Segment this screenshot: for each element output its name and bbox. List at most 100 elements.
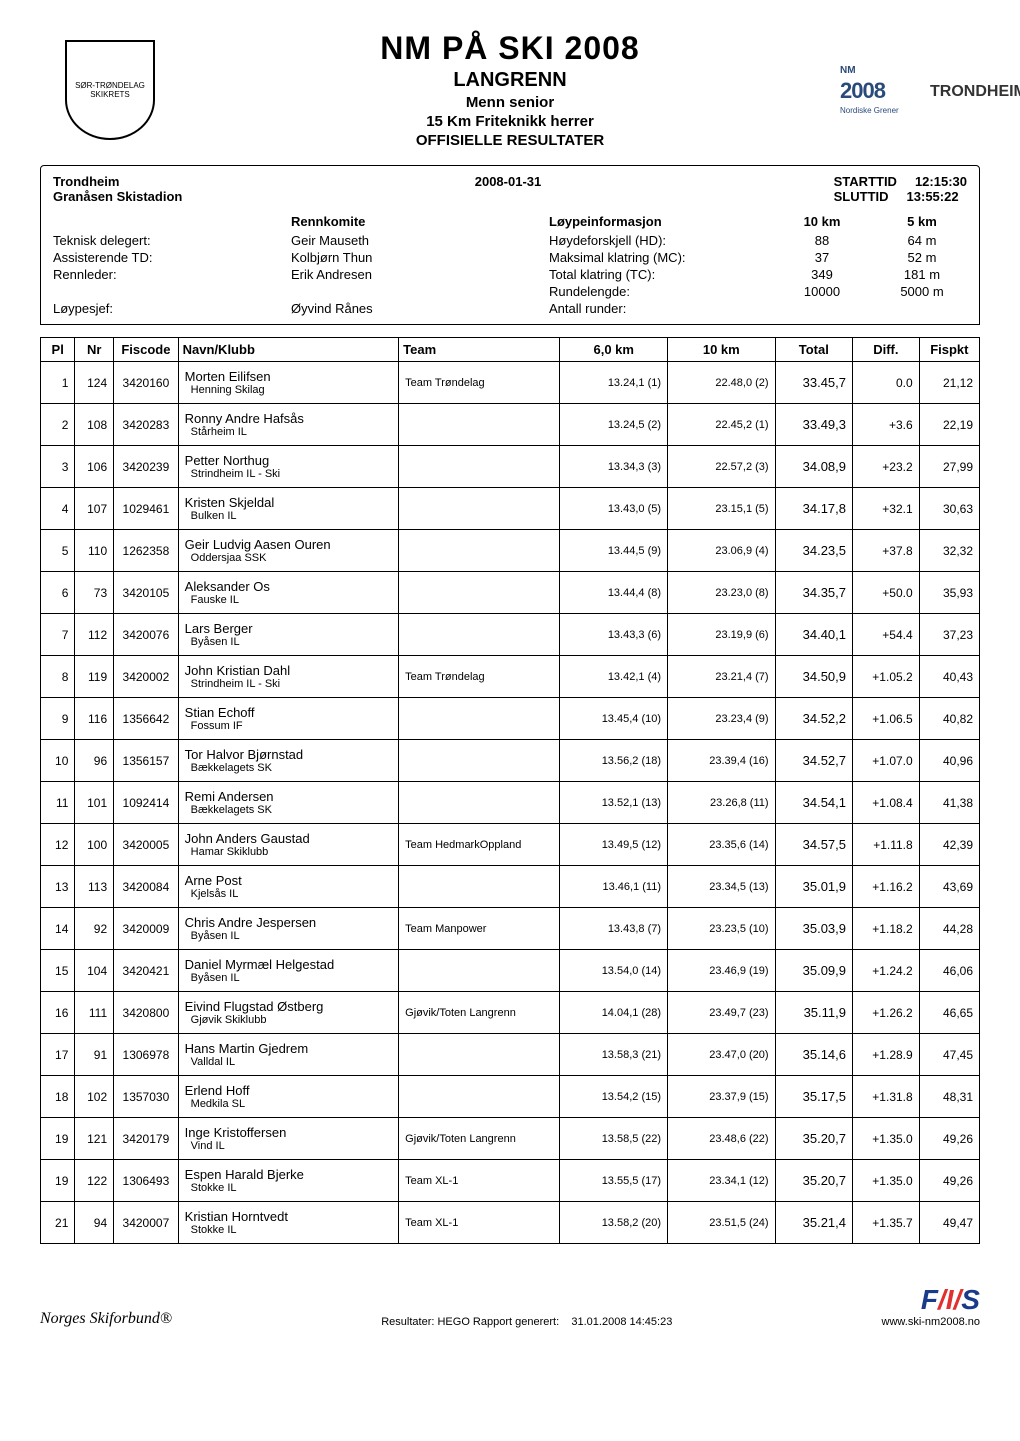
- cell-fispkt: 32,32: [919, 530, 979, 572]
- athlete-name: Eivind Flugstad Østberg: [185, 999, 392, 1014]
- cell-pl: 4: [41, 488, 75, 530]
- cell-diff: +1.11.8: [853, 824, 920, 866]
- cell-total: 35.14,6: [775, 1034, 852, 1076]
- cell-total: 34.35,7: [775, 572, 852, 614]
- athlete-name: Remi Andersen: [185, 789, 392, 804]
- cell-split: 13.58,3 (21): [560, 1034, 668, 1076]
- cell-fispkt: 49,26: [919, 1118, 979, 1160]
- cell-name: Geir Ludvig Aasen OurenOddersjaa SSK: [178, 530, 398, 572]
- cell-fispkt: 21,12: [919, 362, 979, 404]
- venue: Trondheim Granåsen Skistadion: [53, 174, 182, 204]
- cell-split: 23.46,9 (19): [668, 950, 776, 992]
- cell-split: 23.37,9 (15): [668, 1076, 776, 1118]
- athlete-name: Aleksander Os: [185, 579, 392, 594]
- info-top: Trondheim Granåsen Skistadion 2008-01-31…: [53, 174, 967, 204]
- venue-stadium: Granåsen Skistadion: [53, 189, 182, 204]
- venue-city: Trondheim: [53, 174, 182, 189]
- table-row: 21943420007Kristian HorntvedtStokke ILTe…: [41, 1202, 980, 1244]
- cell-nr: 106: [75, 446, 114, 488]
- cell-split: 13.43,0 (5): [560, 488, 668, 530]
- cell-fis: 3420283: [114, 404, 179, 446]
- cell-split: 13.24,5 (2): [560, 404, 668, 446]
- cell-split: 23.23,0 (8): [668, 572, 776, 614]
- table-row: 41071029461Kristen SkjeldalBulken IL13.4…: [41, 488, 980, 530]
- cell-nr: 108: [75, 404, 114, 446]
- cell-fispkt: 30,63: [919, 488, 979, 530]
- course-10km: 88: [767, 233, 877, 248]
- page-subtitle-3: 15 Km Friteknikk herrer: [180, 113, 840, 130]
- table-row: 21083420283Ronny Andre HafsåsStårheim IL…: [41, 404, 980, 446]
- athlete-name: Hans Martin Gjedrem: [185, 1041, 392, 1056]
- cell-diff: +1.18.2: [853, 908, 920, 950]
- club-name: Oddersjaa SSK: [185, 552, 392, 564]
- cell-fispkt: 46,65: [919, 992, 979, 1034]
- cell-team: Gjøvik/Toten Langrenn: [399, 992, 560, 1034]
- cell-split: 23.15,1 (5): [668, 488, 776, 530]
- start-label: STARTTID: [834, 174, 897, 189]
- results-table: Pl Nr Fiscode Navn/Klubb Team 6,0 km 10 …: [40, 337, 980, 1244]
- table-row: 6733420105Aleksander OsFauske IL13.44,4 …: [41, 572, 980, 614]
- athlete-name: John Anders Gaustad: [185, 831, 392, 846]
- cell-fis: 1306978: [114, 1034, 179, 1076]
- cell-team: Team XL-1: [399, 1202, 560, 1244]
- cell-split: 23.34,1 (12): [668, 1160, 776, 1202]
- cell-split: 22.45,2 (1): [668, 404, 776, 446]
- col-10km-label: 10 km: [767, 214, 877, 229]
- cell-diff: +37.8: [853, 530, 920, 572]
- club-name: Byåsen IL: [185, 636, 392, 648]
- cell-fispkt: 37,23: [919, 614, 979, 656]
- course-10km: 10000: [767, 284, 877, 299]
- course-10km: [767, 301, 877, 316]
- club-name: Byåsen IL: [185, 972, 392, 984]
- cell-team: [399, 446, 560, 488]
- cell-name: Chris Andre JespersenByåsen IL: [178, 908, 398, 950]
- cell-fis: 3420009: [114, 908, 179, 950]
- course-5km: 181 m: [877, 267, 967, 282]
- cell-team: [399, 1034, 560, 1076]
- cell-team: [399, 572, 560, 614]
- page-subtitle-1: LANGRENN: [180, 69, 840, 92]
- cell-name: Eivind Flugstad ØstbergGjøvik Skiklubb: [178, 992, 398, 1034]
- athlete-name: Stian Echoff: [185, 705, 392, 720]
- cell-split: 23.51,5 (24): [668, 1202, 776, 1244]
- cell-split: 13.45,4 (10): [560, 698, 668, 740]
- cell-fispkt: 49,47: [919, 1202, 979, 1244]
- club-name: Fossum IF: [185, 720, 392, 732]
- cell-total: 35.20,7: [775, 1160, 852, 1202]
- role-label: Teknisk delegert:: [53, 233, 291, 248]
- cell-total: 35.21,4: [775, 1202, 852, 1244]
- cell-fis: 3420007: [114, 1202, 179, 1244]
- course-5km: 64 m: [877, 233, 967, 248]
- cell-nr: 102: [75, 1076, 114, 1118]
- role-name: Øyvind Rånes: [291, 301, 529, 316]
- cell-fispkt: 43,69: [919, 866, 979, 908]
- role-label: Løypesjef:: [53, 301, 291, 316]
- cell-fis: 1262358: [114, 530, 179, 572]
- cell-fispkt: 49,26: [919, 1160, 979, 1202]
- logo-left-text: SØR-TRØNDELAG SKIKRETS: [67, 81, 153, 99]
- cell-team: Team XL-1: [399, 1160, 560, 1202]
- cell-pl: 1: [41, 362, 75, 404]
- col-10km: 10 km: [668, 338, 776, 362]
- table-row: 191221306493Espen Harald BjerkeStokke IL…: [41, 1160, 980, 1202]
- cell-pl: 15: [41, 950, 75, 992]
- cell-total: 34.50,9: [775, 656, 852, 698]
- col-fispkt: Fispkt: [919, 338, 979, 362]
- cell-total: 34.54,1: [775, 782, 852, 824]
- cell-diff: +1.31.8: [853, 1076, 920, 1118]
- cell-pl: 13: [41, 866, 75, 908]
- cell-fispkt: 40,82: [919, 698, 979, 740]
- cell-nr: 107: [75, 488, 114, 530]
- cell-nr: 94: [75, 1202, 114, 1244]
- cell-nr: 119: [75, 656, 114, 698]
- cell-total: 34.17,8: [775, 488, 852, 530]
- course-5km: 5000 m: [877, 284, 967, 299]
- times: STARTTID 12:15:30 SLUTTID 13:55:22: [834, 174, 967, 204]
- logo-nm: NM 2008 Nordiske Grener TRONDHEIM: [840, 65, 980, 115]
- cell-diff: +50.0: [853, 572, 920, 614]
- cell-total: 35.01,9: [775, 866, 852, 908]
- cell-split: 23.35,6 (14): [668, 824, 776, 866]
- cell-team: [399, 1076, 560, 1118]
- cell-fis: 1357030: [114, 1076, 179, 1118]
- cell-team: [399, 740, 560, 782]
